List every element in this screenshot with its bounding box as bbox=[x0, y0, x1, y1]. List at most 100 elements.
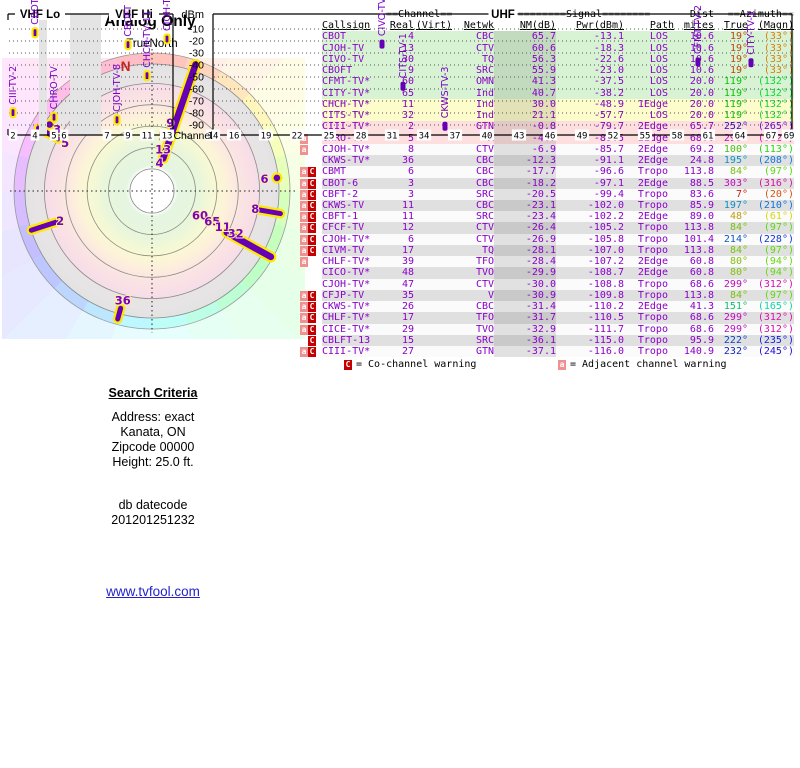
channel-tick-label: 40 bbox=[482, 132, 493, 142]
table-row: CBOFT 9 SRC 55.9 -23.0 LOS 10.6 19° (33°) bbox=[300, 65, 798, 77]
cell-nm-db: 65.7 bbox=[494, 31, 556, 43]
cell-magnetic-azimuth: (132°) bbox=[757, 76, 794, 88]
station-channel-label: 5 bbox=[61, 136, 69, 150]
co-channel-warning-badge: C bbox=[308, 324, 316, 335]
dbm-axis-label: dBm bbox=[181, 9, 204, 21]
cell-path: LOS bbox=[649, 110, 674, 122]
table-row: a C CKWS-TV* 26 CBC -31.4 -110.2 2Edge 41.3 151°… bbox=[300, 301, 798, 313]
channel-tick-label: 34 bbox=[419, 132, 430, 142]
tvfool-link[interactable]: www.tvfool.com bbox=[106, 584, 200, 599]
band-station: CHRO-TV bbox=[49, 66, 60, 123]
channel-tick-label: 11 bbox=[142, 132, 153, 142]
station-spoke: 36 bbox=[112, 292, 132, 324]
dbm-tick-label: -30 bbox=[189, 48, 204, 60]
band-station: CIVO-TV bbox=[377, 0, 388, 49]
cell-network: Ind bbox=[475, 110, 494, 122]
cell-network: CBC bbox=[475, 166, 494, 178]
band-station-label: CITS-TV-1 bbox=[398, 33, 409, 78]
cell-magnetic-azimuth: (94°) bbox=[763, 256, 794, 268]
cell-path: 2Edge bbox=[637, 256, 674, 268]
site-link-row: www.tvfool.com bbox=[53, 583, 253, 601]
cell-virtual-channel bbox=[414, 178, 452, 189]
cell-distance: 10.6 bbox=[689, 31, 714, 43]
cell-real-channel: 29 bbox=[401, 323, 414, 335]
cell-magnetic-azimuth: (312°) bbox=[757, 323, 794, 335]
cell-magnetic-azimuth: (33°) bbox=[763, 53, 794, 65]
band-station-label: CIII-TV-2 bbox=[8, 66, 19, 105]
cell-true-azimuth: 119° bbox=[723, 110, 748, 122]
band-chart: VHF Lo VHF Hi2 4 5 6 7 9 11 13CIII-TV-2CBOTCHRO-… bbox=[7, 0, 797, 142]
cell-true-azimuth: 252° bbox=[723, 121, 748, 133]
cell-real-channel: 26 bbox=[401, 301, 414, 313]
cell-path: Tropo bbox=[637, 289, 674, 301]
cell-power-dbm: -111.7 bbox=[587, 323, 624, 335]
cell-true-azimuth: 84° bbox=[729, 166, 748, 178]
cell-power-dbm: -110.2 bbox=[587, 301, 624, 313]
adjacent-warning-badge: a bbox=[300, 290, 308, 301]
cell-distance: 10.6 bbox=[689, 65, 714, 77]
cell-real-channel: 11 bbox=[401, 211, 414, 223]
band-title: UHF bbox=[491, 9, 515, 21]
cell-nm-db: -26.9 bbox=[494, 233, 556, 245]
table-row: CBOT 4 CBC 65.7 -13.1 LOS 10.6 19° (33°) bbox=[300, 31, 798, 43]
table-row: CKWS-TV* 36 CBC -12.3 -91.1 2Edge 24.8 195° (20… bbox=[300, 155, 798, 167]
co-channel-warning-badge: C bbox=[308, 167, 316, 178]
cell-network: CTV bbox=[475, 278, 494, 290]
cell-power-dbm: -110.5 bbox=[587, 312, 624, 324]
cell-distance: 68.6 bbox=[689, 323, 714, 335]
cell-magnetic-azimuth: (165°) bbox=[757, 301, 794, 313]
cell-network: SRC bbox=[475, 65, 494, 77]
cell-magnetic-azimuth: (97°) bbox=[763, 289, 794, 301]
channel-tick-label: 22 bbox=[292, 132, 303, 142]
band-station: CFMT-TV-2 bbox=[693, 5, 704, 67]
cell-real-channel: 11 bbox=[401, 98, 414, 110]
table-row: a C CBMT 6 CBC -17.7 -96.6 Tropo 113.8 84° (97°) bbox=[300, 166, 798, 178]
cell-power-dbm: -85.7 bbox=[593, 143, 624, 155]
search-criteria-line: Height: 25.0 ft. bbox=[112, 455, 194, 469]
cell-magnetic-azimuth: (210°) bbox=[757, 199, 794, 211]
cell-path: 2Edge bbox=[637, 301, 674, 313]
cell-path: LOS bbox=[649, 87, 674, 99]
cell-path: 2Edge bbox=[637, 121, 674, 133]
cell-path: Tropo bbox=[637, 323, 674, 335]
cell-real-channel: 65 bbox=[401, 87, 414, 99]
cell-virtual-channel bbox=[414, 312, 452, 323]
channel-tick-label: 25 bbox=[324, 132, 335, 142]
cell-magnetic-azimuth: (132°) bbox=[757, 98, 794, 110]
cell-power-dbm: -102.0 bbox=[587, 199, 624, 211]
table-row: CICO-TV* 48 TVO -29.9 -108.7 2Edge 60.8 80° (94… bbox=[300, 267, 798, 279]
table-row: a C CJOH-TV* 6 CTV -26.9 -105.8 Tropo 101.4 214°… bbox=[300, 233, 798, 245]
cell-magnetic-azimuth: (97°) bbox=[763, 244, 794, 256]
band-station: CITY-TV-3 bbox=[746, 11, 757, 68]
cell-path: Tropo bbox=[637, 188, 674, 200]
cell-power-dbm: -38.2 bbox=[593, 87, 624, 99]
cell-real-channel: 8 bbox=[407, 143, 414, 155]
adjacent-warning-badge: a bbox=[300, 144, 308, 155]
cell-power-dbm: -108.7 bbox=[587, 267, 624, 279]
adjacent-warning-badge: a bbox=[300, 313, 308, 324]
cell-magnetic-azimuth: (132°) bbox=[757, 110, 794, 122]
adjacent-warning-badge: a bbox=[300, 234, 308, 245]
cell-path: LOS bbox=[649, 65, 674, 77]
cell-callsign: CBOFT bbox=[322, 65, 353, 77]
cell-magnetic-azimuth: (132°) bbox=[757, 87, 794, 99]
cell-power-dbm: -79.7 bbox=[593, 121, 624, 133]
channel-tick-label: 31 bbox=[387, 132, 398, 142]
channel-tick-label: 64 bbox=[735, 132, 746, 142]
adjacent-warning-badge: a bbox=[300, 178, 308, 189]
cell-nm-db: -18.2 bbox=[494, 177, 556, 189]
cell-nm-db: -30.0 bbox=[494, 278, 556, 290]
band-station-label: CITY-TV-3 bbox=[746, 11, 757, 55]
cell-path: Tropo bbox=[637, 244, 674, 256]
table-row: a C CIII-TV* 27 GTN -37.1 -116.0 Tropo 140.9 232… bbox=[300, 346, 798, 358]
cell-virtual-channel bbox=[414, 346, 452, 357]
db-datecode-line: 201201251232 bbox=[111, 513, 195, 527]
table-row: a C CBFT-2 3 SRC -20.5 -99.4 Tropo 83.6 7° (20°) bbox=[300, 188, 798, 200]
cell-magnetic-azimuth: (265°) bbox=[757, 121, 794, 133]
cell-distance: 68.6 bbox=[689, 312, 714, 324]
cell-nm-db: -26.4 bbox=[494, 222, 556, 234]
cell-true-azimuth: 222° bbox=[723, 334, 748, 346]
cell-path: 2Edge bbox=[637, 211, 674, 223]
channel-tick-label: 6 bbox=[61, 132, 66, 142]
cell-real-channel: 3 bbox=[407, 188, 414, 200]
